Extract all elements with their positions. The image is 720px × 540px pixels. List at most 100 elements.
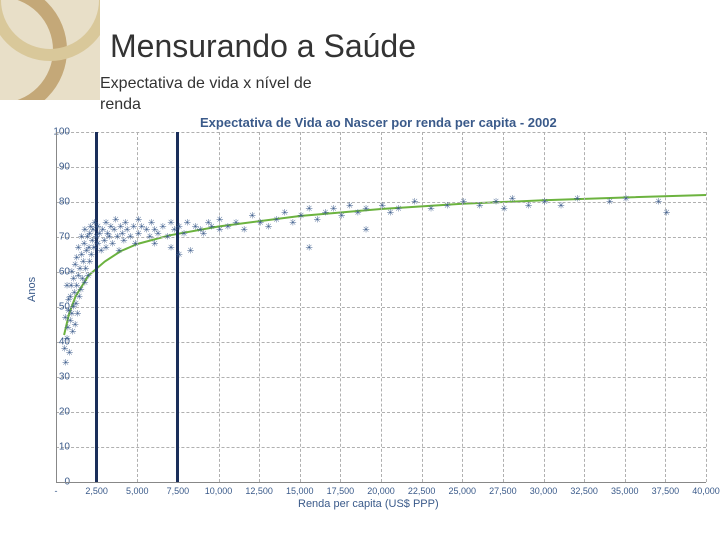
data-point: ✳ bbox=[63, 336, 68, 341]
x-tick-label: 20,000 bbox=[367, 486, 395, 496]
y-tick-label: 70 bbox=[40, 232, 70, 243]
data-point: ✳ bbox=[249, 214, 254, 219]
data-point: ✳ bbox=[574, 196, 579, 201]
data-point: ✳ bbox=[154, 231, 159, 236]
gridline-v bbox=[340, 132, 341, 482]
data-point: ✳ bbox=[500, 207, 505, 212]
x-tick-label: 22,500 bbox=[408, 486, 436, 496]
data-point: ✳ bbox=[322, 210, 327, 215]
corner-decoration bbox=[0, 0, 100, 100]
data-point: ✳ bbox=[379, 203, 384, 208]
data-point: ✳ bbox=[74, 312, 79, 317]
data-point: ✳ bbox=[184, 221, 189, 226]
x-tick-label: 40,000 bbox=[692, 486, 720, 496]
x-tick-label: 27,500 bbox=[489, 486, 517, 496]
data-point: ✳ bbox=[135, 231, 140, 236]
x-tick-label: 37,500 bbox=[652, 486, 680, 496]
data-point: ✳ bbox=[71, 322, 76, 327]
x-tick-label: 17,500 bbox=[327, 486, 355, 496]
data-point: ✳ bbox=[655, 200, 660, 205]
data-point: ✳ bbox=[606, 200, 611, 205]
data-point: ✳ bbox=[84, 273, 89, 278]
gridline-v bbox=[422, 132, 423, 482]
data-point: ✳ bbox=[180, 231, 185, 236]
data-point: ✳ bbox=[273, 217, 278, 222]
reference-bar bbox=[95, 132, 98, 482]
data-point: ✳ bbox=[187, 249, 192, 254]
data-point: ✳ bbox=[62, 361, 67, 366]
gridline-v bbox=[259, 132, 260, 482]
x-tick-label: 32,500 bbox=[570, 486, 598, 496]
data-point: ✳ bbox=[86, 259, 91, 264]
x-tick-label: 25,000 bbox=[448, 486, 476, 496]
data-point: ✳ bbox=[167, 245, 172, 250]
data-point: ✳ bbox=[164, 235, 169, 240]
gridline-v bbox=[584, 132, 585, 482]
x-tick-label: 10,000 bbox=[205, 486, 233, 496]
x-axis bbox=[56, 482, 706, 483]
x-axis-label: Renda per capita (US$ PPP) bbox=[298, 498, 439, 510]
x-tick-label: 30,000 bbox=[530, 486, 558, 496]
data-point: ✳ bbox=[289, 221, 294, 226]
y-tick-label: 20 bbox=[40, 407, 70, 418]
data-point: ✳ bbox=[492, 200, 497, 205]
data-point: ✳ bbox=[240, 228, 245, 233]
data-point: ✳ bbox=[362, 228, 367, 233]
data-point: ✳ bbox=[208, 224, 213, 229]
x-tick-label: 12,500 bbox=[245, 486, 273, 496]
data-point: ✳ bbox=[115, 249, 120, 254]
data-point: ✳ bbox=[224, 224, 229, 229]
gridline-v bbox=[381, 132, 382, 482]
trend-line bbox=[64, 195, 706, 335]
data-point: ✳ bbox=[444, 203, 449, 208]
data-point: ✳ bbox=[281, 210, 286, 215]
data-point: ✳ bbox=[314, 217, 319, 222]
data-point: ✳ bbox=[200, 231, 205, 236]
data-point: ✳ bbox=[109, 242, 114, 247]
data-point: ✳ bbox=[69, 329, 74, 334]
plot-region: 0102030405060708090100-2,5005,0007,50010… bbox=[56, 132, 706, 482]
data-point: ✳ bbox=[77, 287, 82, 292]
reference-bar bbox=[176, 132, 179, 482]
gridline-v bbox=[503, 132, 504, 482]
chart-area: Anos 0102030405060708090100-2,5005,0007,… bbox=[38, 132, 708, 504]
data-point: ✳ bbox=[151, 242, 156, 247]
x-tick-label: 2,500 bbox=[85, 486, 108, 496]
y-tick-label: 80 bbox=[40, 197, 70, 208]
data-point: ✳ bbox=[525, 203, 530, 208]
gridline-v bbox=[219, 132, 220, 482]
data-point: ✳ bbox=[354, 210, 359, 215]
subtitle-line2: renda bbox=[100, 96, 141, 113]
data-point: ✳ bbox=[305, 207, 310, 212]
data-point: ✳ bbox=[330, 207, 335, 212]
data-point: ✳ bbox=[411, 200, 416, 205]
data-point: ✳ bbox=[346, 203, 351, 208]
data-point: ✳ bbox=[132, 242, 137, 247]
x-tick-label: - bbox=[55, 486, 58, 496]
data-point: ✳ bbox=[257, 221, 262, 226]
x-tick-label: 7,500 bbox=[167, 486, 190, 496]
chart-title: Expectativa de Vida ao Nascer por renda … bbox=[200, 115, 557, 130]
gridline-v bbox=[544, 132, 545, 482]
data-point: ✳ bbox=[460, 200, 465, 205]
gridline-v bbox=[462, 132, 463, 482]
gridline-v bbox=[137, 132, 138, 482]
data-point: ✳ bbox=[663, 210, 668, 215]
gridline-v bbox=[625, 132, 626, 482]
data-point: ✳ bbox=[232, 221, 237, 226]
data-point: ✳ bbox=[216, 228, 221, 233]
data-point: ✳ bbox=[75, 294, 80, 299]
x-tick-label: 5,000 bbox=[126, 486, 149, 496]
y-tick-label: 60 bbox=[40, 267, 70, 278]
data-point: ✳ bbox=[557, 203, 562, 208]
data-point: ✳ bbox=[66, 350, 71, 355]
gridline-v bbox=[706, 132, 707, 482]
data-point: ✳ bbox=[305, 245, 310, 250]
data-point: ✳ bbox=[216, 217, 221, 222]
x-tick-label: 35,000 bbox=[611, 486, 639, 496]
data-point: ✳ bbox=[68, 312, 73, 317]
data-point: ✳ bbox=[541, 200, 546, 205]
y-tick-label: 10 bbox=[40, 442, 70, 453]
y-axis-label: Anos bbox=[26, 277, 38, 302]
gridline-v bbox=[300, 132, 301, 482]
